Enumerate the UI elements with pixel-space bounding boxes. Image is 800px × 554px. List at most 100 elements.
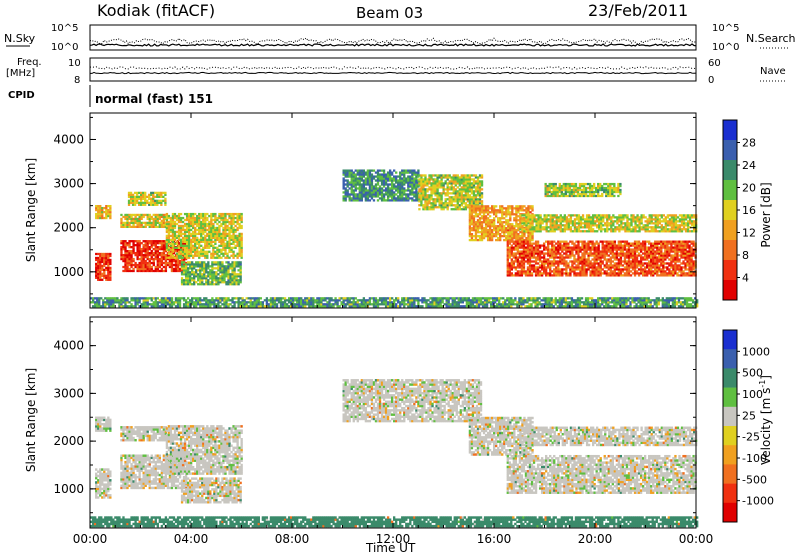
- range-cell: [567, 274, 570, 277]
- range-cell: [181, 250, 185, 253]
- range-cell: [356, 173, 359, 176]
- range-cell: [160, 255, 164, 259]
- range-cell: [348, 169, 351, 172]
- range-cell: [201, 277, 204, 280]
- range-cell: [654, 240, 657, 243]
- range-cell: [221, 263, 224, 266]
- range-cell: [107, 264, 110, 268]
- range-cell: [126, 265, 129, 269]
- range-cell: [617, 252, 621, 255]
- range-cell: [150, 253, 153, 257]
- range-cell: [202, 238, 205, 242]
- range-cell: [573, 242, 576, 245]
- range-cell: [601, 244, 604, 247]
- range-cell: [514, 244, 518, 247]
- range-cell: [240, 234, 243, 238]
- range-cell: [219, 271, 222, 274]
- range-cell: [532, 250, 536, 253]
- range-cell: [180, 265, 184, 268]
- range-cell: [585, 268, 588, 271]
- range-cell: [132, 242, 135, 245]
- range-cell: [370, 185, 374, 188]
- range-cell: [468, 188, 472, 191]
- range-cell: [217, 263, 220, 266]
- range-cell: [176, 259, 180, 263]
- range-cell: [393, 179, 396, 182]
- range-cell: [131, 197, 135, 200]
- range-cell: [601, 272, 604, 275]
- range-cell: [607, 244, 610, 247]
- range-cell: [623, 260, 627, 263]
- range-cell: [503, 233, 506, 236]
- range-cell: [581, 258, 584, 261]
- range-cell: [222, 228, 225, 232]
- range-cell: [664, 254, 667, 257]
- range-cell: [621, 254, 625, 257]
- range-cell: [639, 242, 643, 245]
- range-cell: [682, 262, 685, 265]
- range-cell: [232, 254, 235, 257]
- range-cell: [204, 224, 207, 228]
- nsearch-label: N.Search: [746, 32, 796, 45]
- range-cell: [633, 260, 637, 263]
- range-cell: [407, 187, 410, 190]
- range-cell: [236, 236, 239, 240]
- range-cell: [613, 262, 617, 265]
- range-cell: [565, 228, 569, 231]
- range-cell: [432, 174, 435, 177]
- range-cell: [173, 246, 177, 249]
- range-cell: [553, 268, 556, 271]
- range-cell: [216, 248, 219, 251]
- range-cell: [154, 217, 157, 221]
- range-cell: [534, 242, 538, 245]
- range-cell: [486, 234, 490, 238]
- range-cell: [136, 249, 139, 253]
- range-cell: [670, 274, 673, 277]
- range-cell: [684, 272, 687, 275]
- range-cell: [456, 194, 459, 197]
- range-cell: [393, 187, 396, 190]
- range-cell: [182, 279, 186, 282]
- range-cell: [205, 271, 208, 274]
- range-cell: [438, 184, 441, 187]
- range-cell: [156, 219, 159, 223]
- range-cell: [597, 248, 600, 251]
- range-cell: [124, 269, 127, 273]
- range-cell: [658, 256, 661, 259]
- range-cell: [348, 193, 351, 196]
- range-cell: [617, 258, 621, 261]
- range-cell: [171, 238, 175, 242]
- range-cell: [229, 273, 232, 276]
- range-cell: [514, 240, 518, 243]
- range-cell: [505, 223, 508, 226]
- range-cell: [569, 220, 573, 223]
- range-cell: [476, 180, 480, 183]
- range-cell: [583, 222, 587, 225]
- range-cell: [177, 252, 181, 255]
- range-cell: [197, 283, 200, 286]
- range-cell: [238, 226, 241, 230]
- range-cell: [670, 250, 673, 253]
- range-cell: [583, 252, 586, 255]
- range-cell: [122, 225, 125, 229]
- range-cell: [203, 261, 206, 264]
- range-cell: [360, 189, 363, 192]
- range-cell: [167, 224, 171, 228]
- range-cell: [575, 268, 578, 271]
- range-cell: [227, 275, 230, 278]
- range-cell: [593, 272, 596, 275]
- range-cell: [593, 262, 596, 265]
- range-cell: [136, 265, 139, 269]
- range-cell: [217, 265, 220, 268]
- range-cell: [212, 232, 215, 236]
- range-cell: [198, 256, 201, 259]
- range-cell: [609, 246, 612, 249]
- range-cell: [152, 193, 155, 197]
- range-cell: [368, 199, 372, 202]
- range-cell: [464, 202, 468, 205]
- range-cell: [97, 260, 100, 264]
- range-cell: [346, 195, 349, 198]
- range-cell: [530, 250, 534, 253]
- range-cell: [527, 209, 530, 212]
- range-cell: [507, 213, 510, 216]
